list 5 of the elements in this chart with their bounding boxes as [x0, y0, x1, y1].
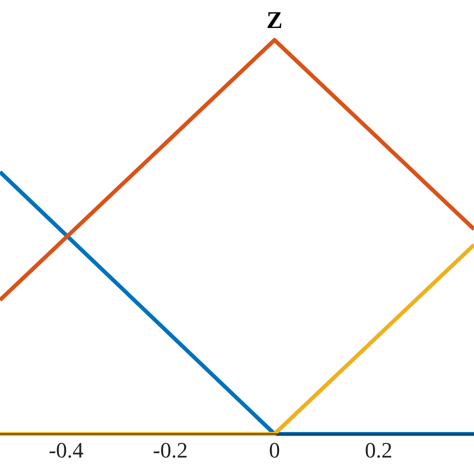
x-tick-label: 0 [269, 438, 280, 463]
x-tick-label: 0.2 [364, 438, 392, 463]
x-tick-label: -0.4 [48, 438, 84, 463]
series-label: Z [266, 8, 283, 34]
x-tick-label: -0.2 [152, 438, 188, 463]
